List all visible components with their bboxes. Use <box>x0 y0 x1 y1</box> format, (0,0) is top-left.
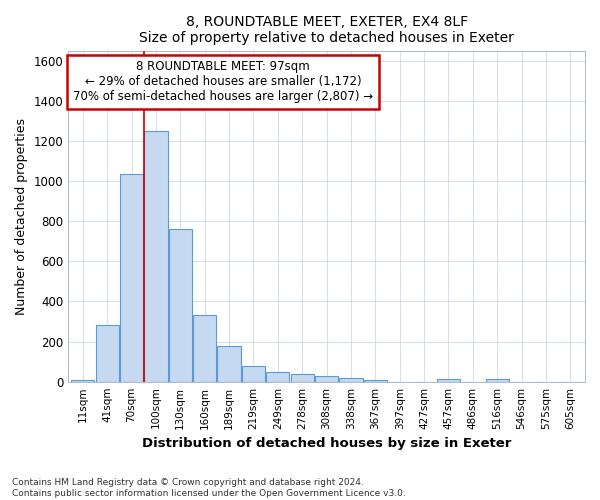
Bar <box>193 316 216 382</box>
Y-axis label: Number of detached properties: Number of detached properties <box>15 118 28 314</box>
Bar <box>340 378 362 382</box>
Bar <box>290 374 314 382</box>
Title: 8, ROUNDTABLE MEET, EXETER, EX4 8LF
Size of property relative to detached houses: 8, ROUNDTABLE MEET, EXETER, EX4 8LF Size… <box>139 15 514 45</box>
Bar <box>242 366 265 382</box>
Bar <box>120 174 143 382</box>
Bar <box>266 372 289 382</box>
Bar <box>71 380 94 382</box>
Bar <box>364 380 387 382</box>
X-axis label: Distribution of detached houses by size in Exeter: Distribution of detached houses by size … <box>142 437 511 450</box>
Bar <box>169 229 192 382</box>
Bar <box>437 378 460 382</box>
Text: Contains HM Land Registry data © Crown copyright and database right 2024.
Contai: Contains HM Land Registry data © Crown c… <box>12 478 406 498</box>
Bar <box>217 346 241 382</box>
Text: 8 ROUNDTABLE MEET: 97sqm
← 29% of detached houses are smaller (1,172)
70% of sem: 8 ROUNDTABLE MEET: 97sqm ← 29% of detach… <box>73 60 373 104</box>
Bar <box>95 326 119 382</box>
Bar <box>485 379 509 382</box>
Bar <box>315 376 338 382</box>
Bar <box>145 131 167 382</box>
